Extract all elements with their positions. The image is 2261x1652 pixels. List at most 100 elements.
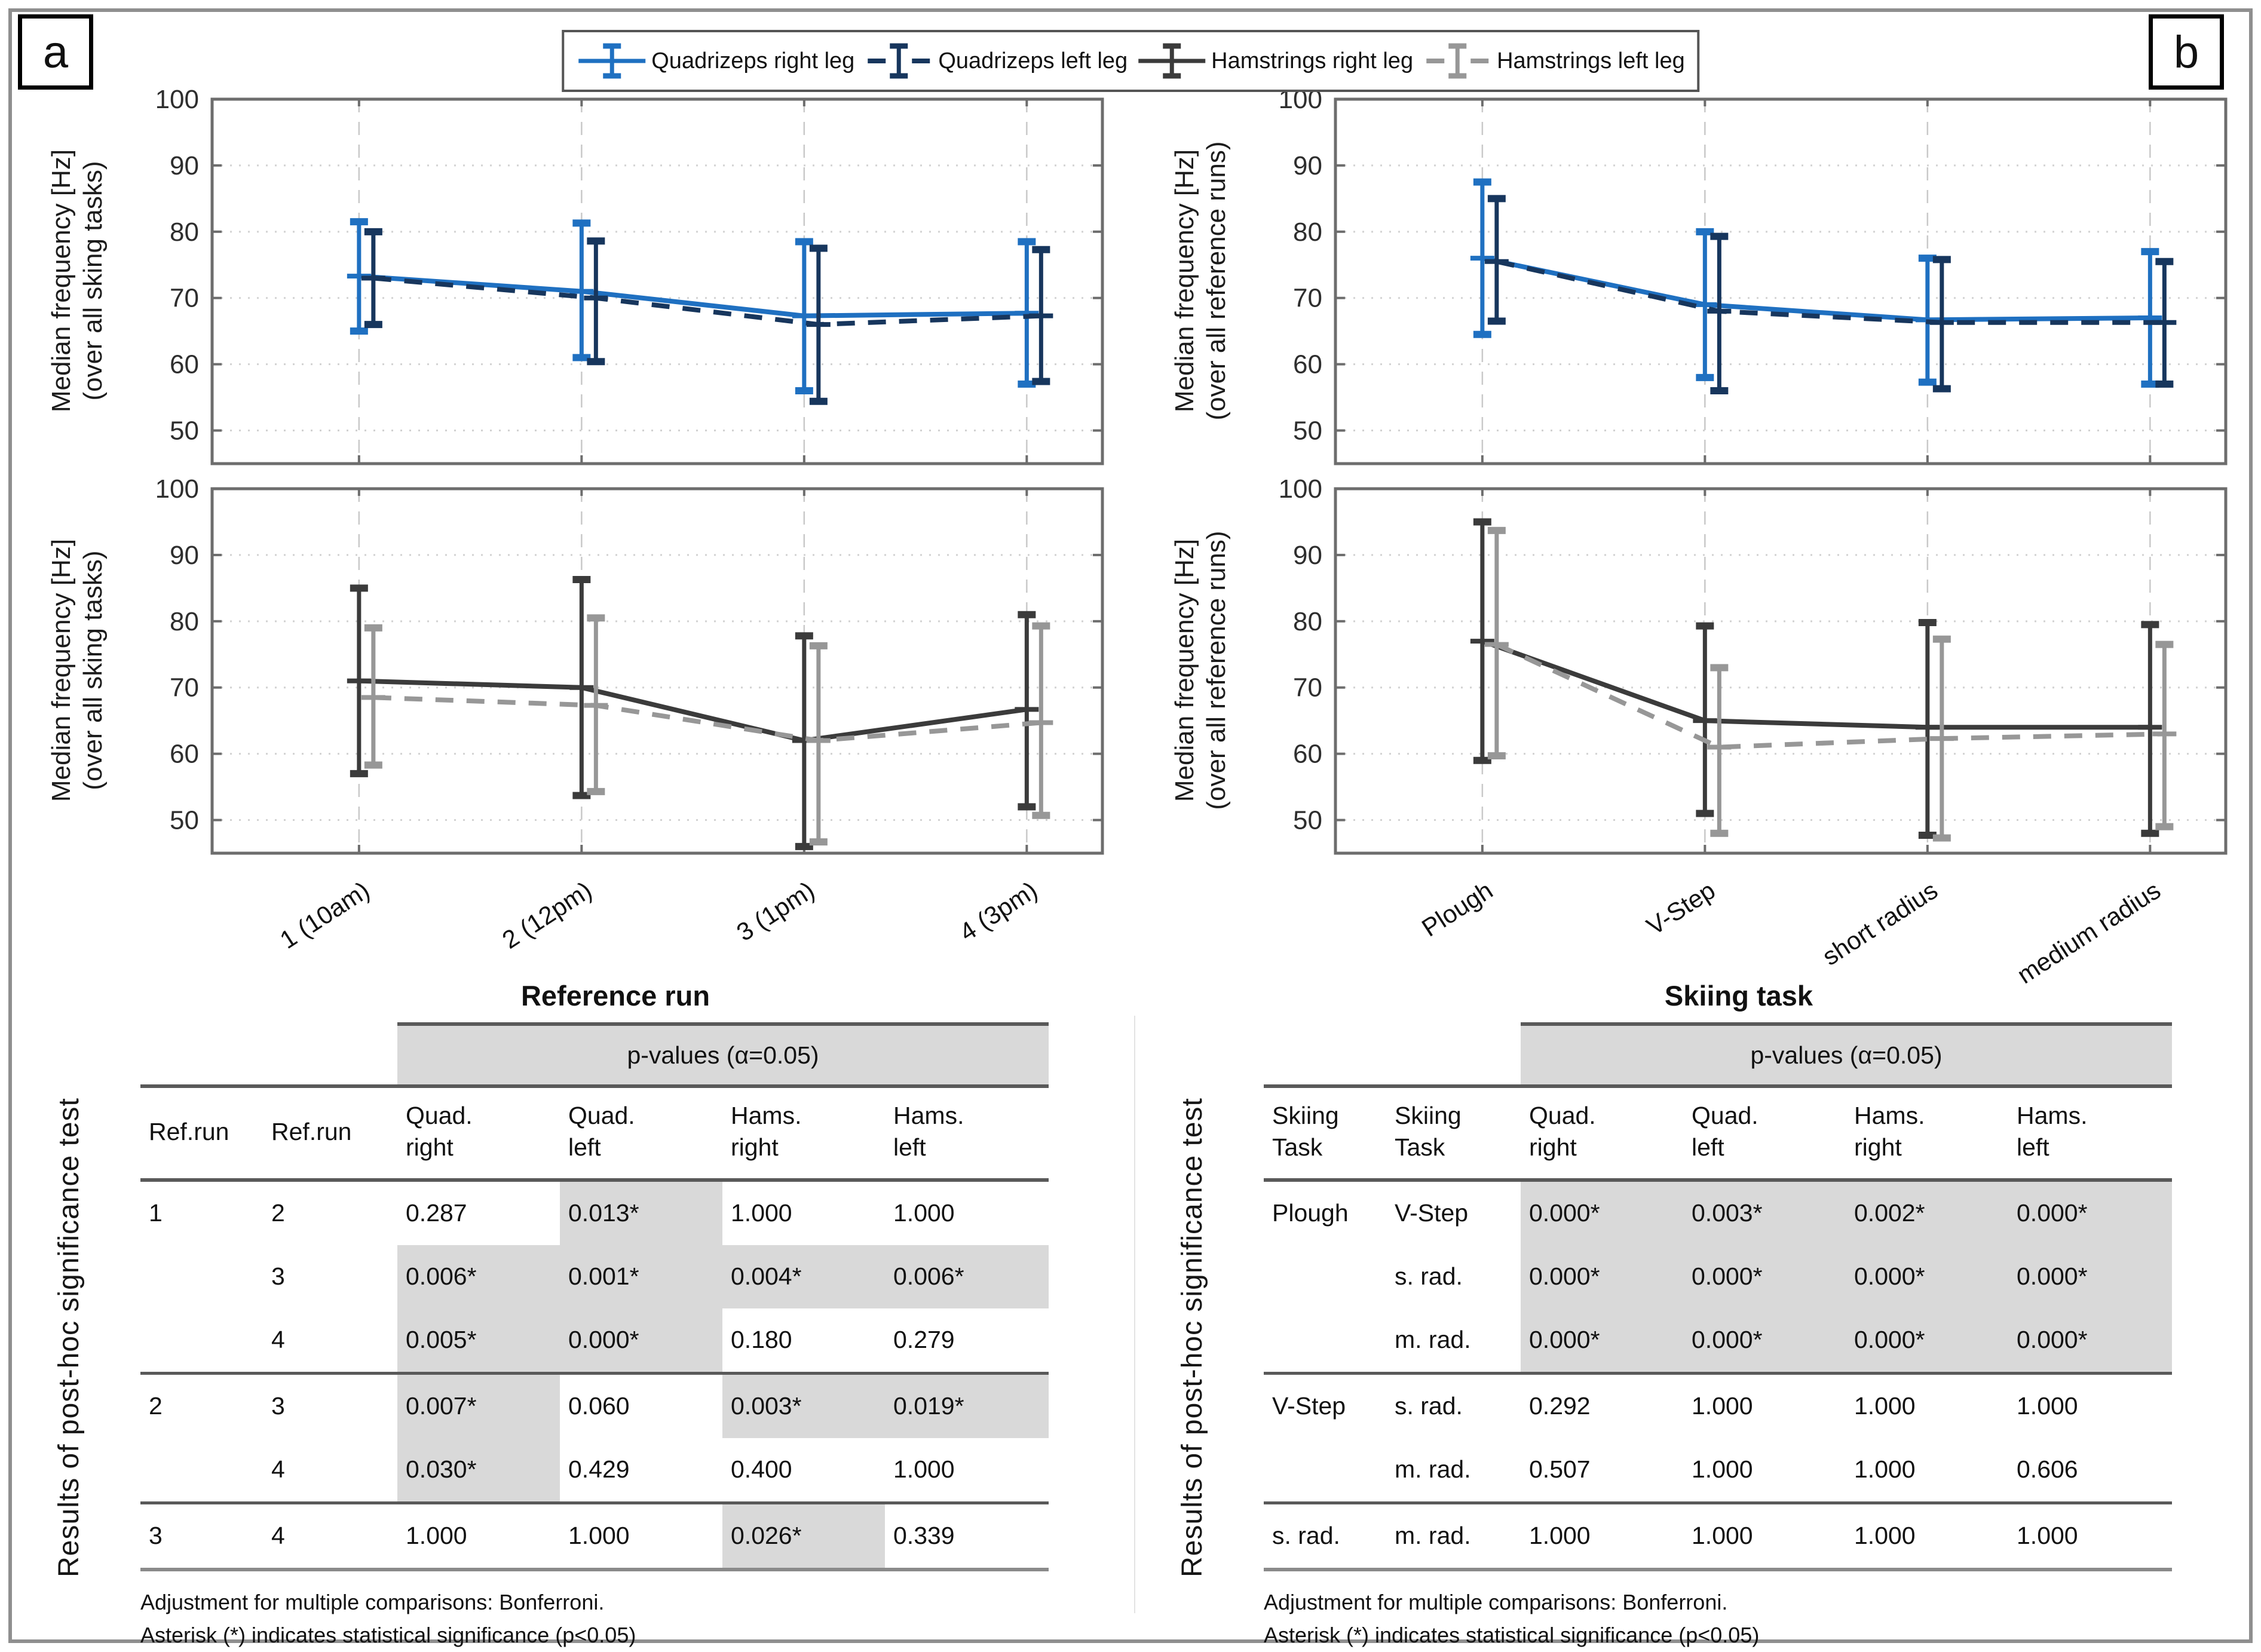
column-header: Ref.run [263,1086,397,1182]
y-tick-label: 100 [155,90,199,114]
table-cell-blank [140,1024,397,1088]
table-row: 3 4 1.000 1.000 0.026* 0.339 [140,1501,1049,1571]
table-row: V-Step s. rad. 0.292 1.000 1.000 1.000 [1264,1371,2172,1438]
panel-b-letter: b [2173,26,2199,78]
pvalue-cell: 0.339 [885,1501,1049,1571]
pvalue-cell: 1.000 [2008,1501,2172,1571]
y-tick-label: 90 [170,541,199,570]
legend-errorbar-line-icon [868,43,930,79]
column-header: Quad. left [560,1086,722,1182]
legend-item: Quadrizeps right leg [576,40,854,82]
comparison-cell: 4 [271,1455,285,1484]
table-row: p-values (α=0.05) [140,1022,1049,1088]
pvalue-cell-significant: 0.002* [1846,1179,2008,1245]
legend-item-label: Hamstrings right leg [1211,48,1414,73]
table-row: 4 0.030* 0.429 0.400 1.000 [140,1438,1049,1503]
legend-item-label: Quadrizeps right leg [651,48,855,73]
gridlines [212,99,1102,464]
y-axis-ticks: 50 60 70 80 90 100 [155,479,1102,853]
table-footnotes: Adjustment for multiple comparisons: Bon… [1264,1586,2172,1652]
y-tick-label: 100 [155,479,199,504]
pvalue-cell-significant: 0.013* [560,1179,722,1245]
panel-b-table-block: Results of post-hoc significance test p-… [1156,1022,2232,1652]
y-tick-label: 70 [1293,284,1322,313]
panel-a-quadriceps-chart-row: Median frequency [Hz] (over all sking ta… [33,90,1108,472]
comparison-cell [140,1245,263,1308]
comparison-cell: s. rad. [1264,1501,1386,1571]
pvalue-cell: 1.000 [397,1501,560,1571]
comparison-cell: m. rad. [1386,1501,1521,1571]
panel-a-table-block: Results of post-hoc significance test p-… [33,1022,1108,1652]
pvalue-cell-significant: 0.000* [2008,1179,2172,1245]
comparison-cell: m. rad. [1395,1326,1471,1354]
y-tick-label: 90 [1293,541,1322,570]
y-tick-label: 80 [170,217,199,247]
y-tick-label: 60 [170,350,199,379]
y-axis-label-line1: Median frequency [Hz] [47,538,76,802]
table-cell-blank [1264,1024,1521,1088]
x-tick-label: V-Step [1641,876,1721,941]
comparison-cell: 4 [263,1501,397,1571]
y-tick-label: 70 [1293,673,1322,703]
panel-a-hamstrings-chart-row: Median frequency [Hz] (over all sking ta… [33,479,1108,862]
legend-item: Hamstrings left leg [1421,40,1685,82]
pvalues-header-cell: p-values (α=0.05) [397,1022,1049,1088]
table-row: Plough V-Step 0.000* 0.003* 0.002* 0.000* [1264,1179,2172,1245]
pvalue-cell-significant: 0.000* [1521,1179,1683,1245]
pvalue-cell: 1.000 [560,1501,722,1571]
pvalue-cell: 1.000 [731,1199,792,1227]
table-row: 2 3 0.007* 0.060 0.003* 0.019* [140,1371,1049,1438]
y-axis-label-line2: (over all reference runs) [1202,141,1231,421]
series-hamstrings-right-leg [347,575,1039,850]
panel-b-quadriceps-chart-row: Median frequency [Hz] (over all referenc… [1156,90,2232,472]
pvalue-cell-significant: 0.000* [1521,1308,1683,1374]
x-tick-label: 2 (12pm) [497,876,598,954]
pvalue-cell-significant: 0.000* [1521,1245,1683,1308]
x-axis-tick-labels: 1 (10am) 2 (12pm) 3 (1pm) 4 (3pm) [122,869,1108,979]
x-tick-label: 1 (10am) [274,876,375,954]
pvalue-cell: 0.400 [731,1455,792,1484]
table-side-label: Results of post-hoc significance test [53,1097,85,1577]
pvalue-cell-significant: 0.000* [2008,1245,2172,1308]
series-quadrizeps-left-leg [1484,195,2177,394]
table-row: 1 2 0.287 0.013* 1.000 1.000 [140,1179,1049,1245]
footnote-line: Adjustment for multiple comparisons: Bon… [140,1589,605,1614]
comparison-cell: 3 [271,1262,285,1291]
x-tick-label: Plough [1417,876,1498,942]
comparison-cell [140,1438,263,1503]
legend-errorbar-line-icon [1426,43,1489,79]
pvalue-cell: 1.000 [893,1199,955,1227]
table-side-label: Results of post-hoc significance test [1176,1097,1208,1577]
pvalue-cell: 0.287 [406,1199,467,1227]
y-tick-label: 90 [170,151,199,180]
gridlines [212,489,1102,853]
table-row: s. rad. 0.000* 0.000* 0.000* 0.000* [1264,1245,2172,1308]
x-axis-title: Reference run [520,980,710,1012]
table-row: m. rad. 0.507 1.000 1.000 0.606 [1264,1438,2172,1503]
comparison-cell: V-Step [1395,1199,1469,1227]
panel-a-letter: a [42,26,69,78]
column-header: Quad. right [1521,1086,1683,1182]
panel-a: Median frequency [Hz] (over all sking ta… [33,90,1108,1652]
posthoc-table-a: p-values (α=0.05) Ref.run Ref.run Quad. rig… [140,1022,1049,1571]
pvalue-cell: 1.000 [893,1455,955,1484]
series-hamstrings-left-leg [361,614,1053,846]
y-axis-ticks: 50 60 70 80 90 100 [1279,90,2226,464]
y-tick-label: 70 [170,673,199,703]
pvalue-cell-significant: 0.003* [1683,1179,1846,1245]
pvalue-cell: 0.507 [1529,1455,1591,1484]
comparison-cell: 3 [263,1371,397,1438]
y-axis-label-line1: Median frequency [Hz] [1170,149,1200,413]
y-axis-ticks: 50 60 70 80 90 100 [1279,479,2226,853]
table-header-row: Skiing Task Skiing Task Quad. right Quad. l… [1264,1086,2172,1182]
figure-border-frame [8,8,2253,1643]
pvalue-cell-significant: 0.000* [2008,1308,2172,1374]
table-row: s. rad. m. rad. 1.000 1.000 1.000 1.000 [1264,1501,2172,1571]
y-axis-label: Median frequency [Hz] (over all sking ta… [33,479,122,862]
chart-b-hamstrings: 50 60 70 80 90 100 [1279,479,2228,855]
y-tick-label: 50 [1293,806,1322,835]
y-axis-label-line2: (over all sking tasks) [78,550,108,790]
comparison-cell: m. rad. [1395,1455,1471,1484]
column-header: Hams. right [1846,1086,2008,1182]
panel-b-hamstrings-chart-row: Median frequency [Hz] (over all referenc… [1156,479,2232,862]
